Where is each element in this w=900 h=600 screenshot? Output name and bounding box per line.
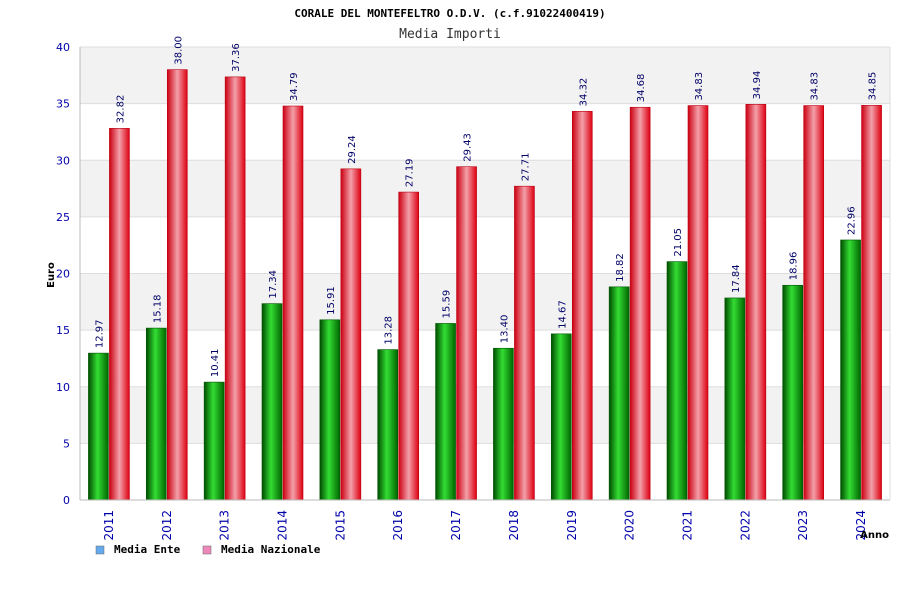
x-tick-label: 2021 bbox=[681, 510, 695, 541]
bar-media-nazionale-2012 bbox=[166, 69, 188, 501]
y-tick-label: 20 bbox=[56, 268, 70, 281]
value-label: 37.36 bbox=[231, 43, 242, 72]
x-tick-label: 2014 bbox=[276, 510, 290, 541]
grid-band bbox=[80, 160, 890, 217]
x-tick-label: 2020 bbox=[623, 510, 637, 541]
value-label: 15.91 bbox=[326, 286, 337, 315]
value-label: 27.19 bbox=[405, 158, 416, 187]
axes bbox=[79, 47, 891, 501]
bar-media-ente-2024 bbox=[840, 239, 861, 501]
x-tick-label: 2023 bbox=[796, 510, 810, 541]
value-label: 12.97 bbox=[94, 319, 105, 348]
grid-band bbox=[80, 47, 890, 104]
x-axis-ticks: 2011 2012 2013 2014 2015 2016 2017 2018 2019 2020… bbox=[102, 510, 868, 541]
value-label: 34.68 bbox=[636, 74, 647, 103]
value-label: 18.96 bbox=[789, 252, 800, 281]
bar-media-ente-2016 bbox=[377, 349, 399, 501]
x-tick-label: 2019 bbox=[565, 510, 579, 541]
y-tick-label: 10 bbox=[56, 381, 70, 394]
y-tick-label: 5 bbox=[63, 437, 70, 450]
value-label: 32.82 bbox=[115, 95, 126, 124]
bar-media-nazionale-2013 bbox=[224, 76, 246, 501]
y-tick-label: 15 bbox=[56, 324, 70, 337]
value-label: 34.94 bbox=[752, 71, 763, 100]
value-label: 34.85 bbox=[868, 72, 879, 101]
x-tick-label: 2012 bbox=[160, 510, 174, 541]
x-axis-label: Anno bbox=[860, 530, 889, 541]
y-axis-label: Euro bbox=[46, 262, 57, 288]
legend: Media Ente Media Nazionale bbox=[95, 543, 321, 556]
chart-title: CORALE DEL MONTEFELTRO O.D.V. (c.f.91022… bbox=[294, 7, 605, 20]
bar-media-nazionale-2023 bbox=[803, 105, 825, 501]
chart-subtitle: Media Importi bbox=[399, 27, 501, 42]
bar-media-nazionale-2017 bbox=[456, 166, 477, 501]
grid-band bbox=[80, 273, 890, 331]
bar-media-ente-2014 bbox=[261, 303, 283, 501]
legend-swatch-media-ente bbox=[95, 545, 105, 555]
bars bbox=[88, 69, 882, 501]
y-tick-label: 0 bbox=[63, 494, 70, 507]
value-label: 34.79 bbox=[289, 72, 300, 101]
x-tick-label: 2024 bbox=[854, 510, 868, 541]
value-label: 17.84 bbox=[731, 264, 742, 293]
x-tick-label: 2017 bbox=[449, 510, 463, 541]
value-label: 29.24 bbox=[347, 135, 358, 164]
legend-label-media-nazionale: Media Nazionale bbox=[221, 543, 321, 556]
value-label: 17.34 bbox=[268, 270, 279, 299]
value-label: 34.32 bbox=[578, 78, 589, 107]
x-tick-label: 2013 bbox=[218, 510, 232, 541]
bar-media-ente-2011 bbox=[88, 352, 109, 501]
bar-media-nazionale-2022 bbox=[745, 104, 767, 501]
bar-media-ente-2017 bbox=[435, 323, 456, 501]
bar-media-nazionale-2019 bbox=[571, 111, 593, 501]
value-label: 21.05 bbox=[673, 228, 684, 257]
value-label: 34.83 bbox=[694, 72, 705, 101]
value-label: 22.96 bbox=[847, 206, 858, 235]
value-label: 13.28 bbox=[384, 316, 395, 345]
bar-media-ente-2022 bbox=[724, 297, 746, 501]
bar-media-nazionale-2014 bbox=[282, 105, 304, 501]
bar-media-nazionale-2018 bbox=[514, 185, 535, 501]
bar-media-nazionale-2016 bbox=[398, 191, 420, 501]
bar-media-ente-2023 bbox=[782, 284, 804, 501]
bar-media-nazionale-2020 bbox=[629, 106, 651, 501]
value-label: 29.43 bbox=[463, 133, 474, 162]
x-tick-label: 2022 bbox=[738, 510, 752, 541]
legend-label-media-ente: Media Ente bbox=[114, 543, 181, 556]
y-axis-ticks: 0 5 10 15 20 25 30 35 40 bbox=[56, 41, 70, 507]
bar-media-ente-2021 bbox=[666, 261, 688, 501]
bar-media-ente-2019 bbox=[550, 333, 572, 501]
y-tick-label: 35 bbox=[56, 98, 70, 111]
y-tick-label: 40 bbox=[56, 41, 70, 54]
x-tick-label: 2016 bbox=[391, 510, 405, 541]
value-label: 38.00 bbox=[173, 36, 184, 65]
value-label: 15.59 bbox=[442, 290, 453, 319]
value-label: 34.83 bbox=[810, 72, 821, 101]
bar-media-nazionale-2021 bbox=[687, 105, 709, 501]
bar-media-ente-2012 bbox=[145, 327, 167, 501]
value-label: 18.82 bbox=[615, 253, 626, 282]
bar-media-nazionale-2015 bbox=[340, 168, 362, 501]
x-tick-label: 2015 bbox=[333, 510, 347, 541]
value-label: 10.41 bbox=[210, 348, 221, 377]
x-tick-label: 2018 bbox=[507, 510, 521, 541]
value-label: 27.71 bbox=[520, 153, 531, 182]
legend-swatch-media-nazionale bbox=[202, 545, 212, 555]
value-label: 14.67 bbox=[557, 300, 568, 329]
bar-media-nazionale-2011 bbox=[109, 128, 130, 501]
bar-media-ente-2015 bbox=[319, 319, 341, 501]
bar-media-ente-2013 bbox=[203, 381, 225, 501]
bar-media-ente-2018 bbox=[493, 347, 514, 501]
bar-media-ente-2020 bbox=[608, 286, 630, 501]
x-tick-label: 2011 bbox=[102, 510, 116, 541]
value-label: 13.40 bbox=[499, 315, 510, 344]
grid-band bbox=[80, 386, 890, 444]
value-label: 15.18 bbox=[152, 294, 163, 323]
y-tick-label: 30 bbox=[56, 154, 70, 167]
value-labels: 12.97 32.82 15.18 38.00 10.41 37.36 17.34 34.79… bbox=[94, 36, 878, 377]
y-tick-label: 25 bbox=[56, 211, 70, 224]
bar-media-nazionale-2024 bbox=[861, 105, 882, 501]
